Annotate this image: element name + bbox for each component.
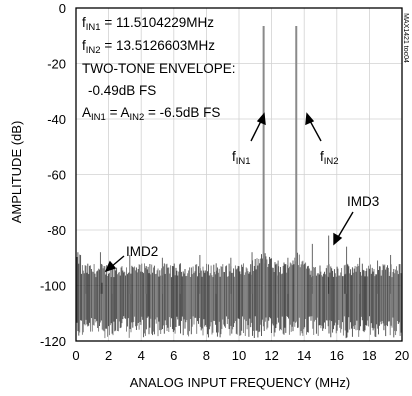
y-tick-label: -20 — [47, 57, 66, 72]
x-tick-label: 8 — [203, 348, 210, 363]
info-envelope-value: -0.49dB FS — [88, 83, 156, 98]
y-tick-label: -80 — [47, 223, 66, 238]
y-tick-label: -40 — [47, 112, 66, 127]
info-fin1: fIN1 = 11.5104229MHz — [82, 15, 214, 33]
imd2-label: IMD2 — [126, 244, 158, 259]
x-tick-label: 2 — [105, 348, 112, 363]
imd2-arrowhead — [104, 260, 117, 273]
y-tick-label: -100 — [40, 279, 66, 294]
plot-frame — [75, 7, 403, 342]
fin2-label: fIN2 — [320, 149, 339, 167]
x-tick-label: 20 — [395, 348, 409, 363]
x-tick-label: 6 — [170, 348, 177, 363]
x-tick-label: 0 — [72, 348, 79, 363]
spur-series — [85, 235, 392, 294]
fin2-arrowhead — [305, 112, 315, 126]
y-axis-label: AMPLITUDE (dB) — [9, 121, 24, 224]
fin1-label: fIN1 — [232, 149, 251, 167]
fin1-arrowhead — [256, 112, 266, 126]
imd3-arrow — [336, 211, 354, 240]
noise-floor — [76, 252, 402, 339]
x-tick-label: 10 — [232, 348, 246, 363]
x-axis-label: ANALOG INPUT FREQUENCY (MHz) — [130, 375, 351, 390]
tone-series — [101, 26, 346, 322]
imd3-arrowhead — [333, 232, 343, 246]
y-tick-label: 0 — [59, 1, 66, 16]
y-tick-label: -60 — [47, 168, 66, 183]
tick-labels: 0 2 4 6 8 10 12 14 16 18 20 0 -20 -40 -60 -80 -100 -120 — [40, 1, 409, 363]
x-tick-label: 18 — [362, 348, 376, 363]
fin2-arrow — [308, 118, 322, 142]
annotation-arrows — [104, 112, 354, 273]
y-tick-label: -120 — [40, 334, 66, 349]
info-fin2: fIN2 = 13.5126603MHz — [82, 38, 215, 56]
imd3-label: IMD3 — [347, 194, 379, 209]
info-envelope: TWO-TONE ENVELOPE: — [82, 61, 236, 76]
x-tick-label: 4 — [138, 348, 145, 363]
info-amplitude: AIN1 = AIN2 = -6.5dB FS — [82, 105, 220, 123]
figure-id: MAX1421 toc04 — [402, 13, 409, 63]
x-tick-label: 12 — [264, 348, 278, 363]
x-tick-label: 16 — [330, 348, 344, 363]
x-tick-label: 14 — [297, 348, 311, 363]
